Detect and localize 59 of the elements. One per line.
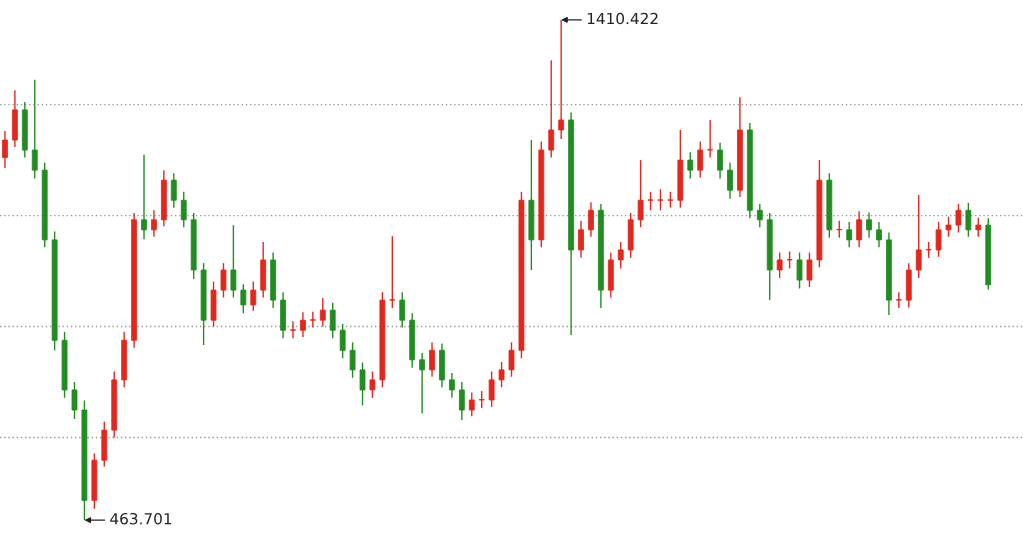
candlestick xyxy=(915,194,922,279)
candlestick xyxy=(359,361,366,406)
candlestick xyxy=(488,370,495,408)
candlestick xyxy=(617,241,624,270)
candlestick xyxy=(339,323,346,359)
candlestick xyxy=(240,283,247,315)
candlestick xyxy=(965,202,972,238)
candlestick xyxy=(935,221,942,258)
candlestick xyxy=(31,79,38,180)
candlestick xyxy=(876,221,882,248)
candlestick xyxy=(290,320,296,339)
candlestick xyxy=(319,297,326,328)
candlestick xyxy=(776,251,783,279)
candlestick xyxy=(707,119,714,159)
candlestick xyxy=(449,372,455,399)
candlestick xyxy=(468,391,475,418)
candlestick xyxy=(548,59,555,159)
candlestick xyxy=(300,311,306,338)
candlestick xyxy=(756,203,763,228)
candlestick xyxy=(151,209,157,238)
candlestick xyxy=(796,251,803,290)
candlestick xyxy=(389,235,396,309)
candlestick xyxy=(945,215,952,238)
candlestick xyxy=(71,381,78,420)
candlestick xyxy=(399,291,406,329)
candlestick xyxy=(637,159,644,228)
candlestick xyxy=(856,210,863,248)
candlestick xyxy=(508,341,515,378)
candlestick xyxy=(588,201,594,238)
candlestick xyxy=(2,130,8,169)
candlestick xyxy=(250,280,257,312)
candlestick xyxy=(419,352,426,414)
candlestick xyxy=(429,341,435,378)
candlestick xyxy=(846,221,853,248)
candlestick xyxy=(309,311,316,329)
candlestick xyxy=(369,370,376,399)
candlestick xyxy=(687,151,694,180)
candlestick xyxy=(727,162,733,200)
candlestick xyxy=(717,141,723,180)
candlestick xyxy=(975,216,982,238)
candlestick xyxy=(498,361,505,388)
candlestick xyxy=(170,172,177,209)
annotation: 1410.422 xyxy=(587,12,658,25)
candlestick xyxy=(578,220,584,259)
candlestick xyxy=(220,262,227,299)
candlestick xyxy=(697,140,704,179)
candlestick xyxy=(180,191,187,228)
candlestick xyxy=(141,154,147,241)
candlestick xyxy=(955,203,962,234)
candlestick xyxy=(458,381,465,421)
candlestick xyxy=(349,341,356,379)
candlestick xyxy=(895,291,902,309)
candlestick xyxy=(230,224,237,299)
candlestick xyxy=(866,211,872,239)
candlestick xyxy=(329,302,336,339)
candlestick xyxy=(647,191,654,211)
candlestick xyxy=(806,251,813,288)
candlestick xyxy=(657,188,664,211)
annotation: 463.701 xyxy=(110,512,172,525)
